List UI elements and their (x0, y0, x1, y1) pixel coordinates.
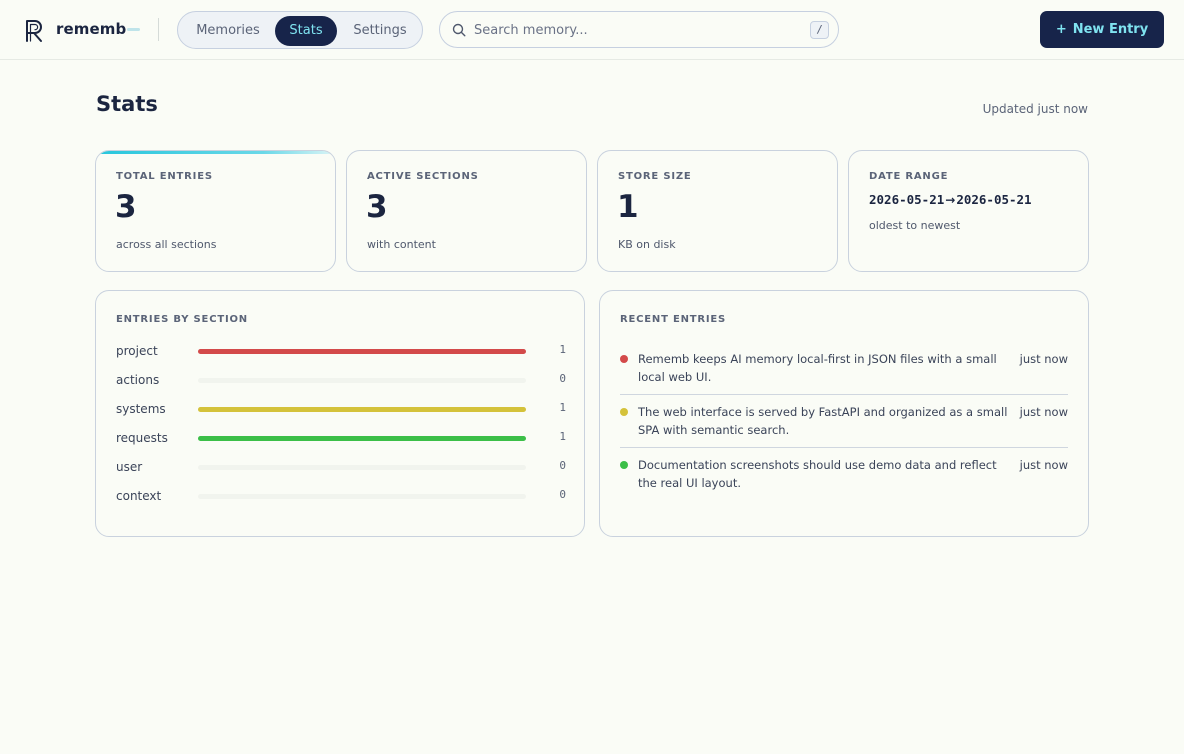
section-bar-track (198, 349, 526, 354)
stat-subtitle: KB on disk (618, 238, 676, 251)
stat-subtitle: oldest to newest (869, 219, 961, 232)
stat-card-date-range: DATE RANGE 2026-05-21→2026-05-21 oldest … (848, 150, 1089, 272)
entry-text: Rememb keeps AI memory local-first in JS… (638, 352, 997, 384)
page-title: Stats (96, 92, 158, 116)
section-count: 1 (559, 401, 566, 414)
section-row-project: project 1 (116, 343, 566, 361)
top-bar: rememb Memories Stats Settings / + New En… (0, 0, 1184, 60)
date-range-end: 2026-05-21 (956, 192, 1032, 207)
section-name: requests (116, 431, 168, 445)
section-count: 1 (559, 343, 566, 356)
app-name: rememb (56, 20, 127, 38)
entry-timestamp: just now (1019, 458, 1068, 472)
section-color-dot (620, 355, 628, 363)
section-bar-fill (198, 436, 526, 441)
recent-entry-item[interactable]: The web interface is served by FastAPI a… (620, 403, 1068, 441)
tab-settings[interactable]: Settings (353, 23, 407, 38)
stat-value: 3 (366, 189, 388, 225)
recent-entry-item[interactable]: Documentation screenshots should use dem… (620, 456, 1068, 494)
header-divider (158, 18, 159, 41)
tab-stats[interactable]: Stats (275, 16, 337, 46)
search-shortcut-key: / (810, 21, 829, 39)
section-row-systems: systems 1 (116, 401, 566, 419)
date-range-value: 2026-05-21→2026-05-21 (869, 192, 1032, 207)
section-color-dot (620, 461, 628, 469)
stat-label: STORE SIZE (618, 171, 692, 182)
section-count: 0 (559, 488, 566, 501)
panel-title: RECENT ENTRIES (620, 314, 727, 325)
section-color-dot (620, 408, 628, 416)
stat-value: 1 (617, 189, 639, 225)
section-name: actions (116, 373, 160, 387)
card-accent-bar (96, 151, 335, 154)
stat-label: ACTIVE SECTIONS (367, 171, 479, 182)
search-icon (452, 23, 466, 37)
tab-memories[interactable]: Memories (196, 23, 260, 38)
search-input[interactable] (474, 18, 804, 42)
section-bar-fill (198, 407, 526, 412)
entry-divider (620, 447, 1068, 448)
section-name: project (116, 344, 158, 358)
stat-subtitle: with content (367, 238, 436, 251)
section-count: 0 (559, 459, 566, 472)
section-name: systems (116, 402, 166, 416)
brand-accent (127, 28, 140, 31)
section-row-user: user 0 (116, 459, 566, 477)
section-bar-track (198, 378, 526, 383)
rememb-logo-icon[interactable] (24, 18, 46, 44)
recent-entries-panel: RECENT ENTRIES Rememb keeps AI memory lo… (599, 290, 1089, 537)
date-range-start: 2026-05-21 (869, 192, 945, 207)
section-bar-track (198, 494, 526, 499)
new-entry-button[interactable]: + New Entry (1040, 11, 1164, 48)
arrow-right-icon: → (945, 193, 956, 207)
panel-title: ENTRIES BY SECTION (116, 314, 248, 325)
plus-icon: + (1055, 22, 1067, 37)
updated-status: Updated just now (982, 102, 1088, 116)
section-row-actions: actions 0 (116, 372, 566, 390)
section-bar-track (198, 407, 526, 412)
section-count: 0 (559, 372, 566, 385)
recent-entry-item[interactable]: Rememb keeps AI memory local-first in JS… (620, 350, 1068, 388)
stat-label: TOTAL ENTRIES (116, 171, 213, 182)
new-entry-label: New Entry (1072, 22, 1149, 37)
stat-card-total-entries: TOTAL ENTRIES 3 across all sections (95, 150, 336, 272)
entry-timestamp: just now (1019, 352, 1068, 366)
entries-by-section-panel: ENTRIES BY SECTION project 1 actions 0 syste… (95, 290, 585, 537)
nav-tabs: Memories Stats Settings (177, 11, 423, 49)
section-row-context: context 0 (116, 488, 566, 506)
search-box[interactable]: / (439, 11, 839, 48)
entry-timestamp: just now (1019, 405, 1068, 419)
section-bar-track (198, 465, 526, 470)
section-name: context (116, 489, 162, 503)
section-row-requests: requests 1 (116, 430, 566, 448)
stat-label: DATE RANGE (869, 171, 949, 182)
entry-text: The web interface is served by FastAPI a… (638, 405, 1008, 437)
stat-card-store-size: STORE SIZE 1 KB on disk (597, 150, 838, 272)
stat-card-active-sections: ACTIVE SECTIONS 3 with content (346, 150, 587, 272)
stat-subtitle: across all sections (116, 238, 217, 251)
section-count: 1 (559, 430, 566, 443)
stat-value: 3 (115, 189, 137, 225)
section-bar-track (198, 436, 526, 441)
entry-text: Documentation screenshots should use dem… (638, 458, 997, 490)
section-name: user (116, 460, 143, 474)
section-bar-fill (198, 349, 526, 354)
entry-divider (620, 394, 1068, 395)
